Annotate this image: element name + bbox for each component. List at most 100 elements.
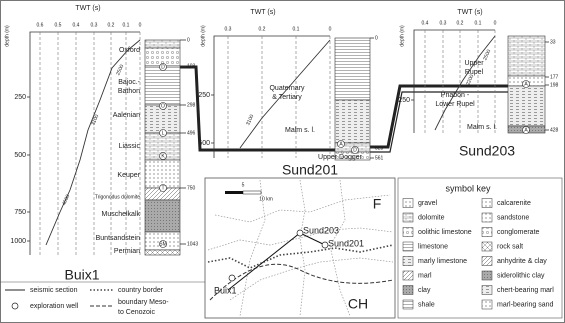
- marker-label: A: [524, 81, 528, 87]
- marker-label: SM: [159, 241, 167, 247]
- marker: [159, 63, 167, 71]
- twt-tick-label: 0: [139, 22, 142, 28]
- symbol-label: limestone: [418, 243, 448, 250]
- map-country: CH: [348, 296, 368, 312]
- formation-label: Oxford: [119, 47, 140, 54]
- formation-label: Keuper: [117, 172, 140, 179]
- formation-label: Upper Dogger: [318, 154, 363, 161]
- symbol-swatch: [402, 270, 414, 281]
- formation-label: Trigonodus dolomite: [95, 194, 140, 200]
- well-symbol: [228, 274, 236, 282]
- lithology-layer: [144, 199, 181, 233]
- formation-label: Muschelkalk: [101, 211, 140, 218]
- symbol-label: siderolithic clay: [497, 272, 545, 279]
- marker-label: A: [339, 141, 343, 147]
- well-name: Sund203: [459, 143, 515, 159]
- symbol-label: oolithic limestone: [418, 229, 472, 236]
- symbol-swatch: [402, 198, 414, 208]
- symbol-label: shale: [418, 301, 435, 308]
- formation-label: Malm s. l.: [467, 124, 497, 131]
- twt-label: TWT (s): [75, 5, 100, 12]
- well-symbol: [296, 229, 304, 237]
- formation-label: Malm s. l.: [285, 127, 315, 134]
- tie-line: [370, 91, 508, 153]
- symbol-label: gravel: [418, 200, 438, 207]
- formation-label: Bathon: [118, 88, 140, 95]
- layer-depth: 33: [550, 39, 556, 45]
- legend-swatch: [11, 302, 19, 310]
- formation-label: Rupel: [465, 69, 484, 76]
- formation-label: Priabon -: [441, 92, 470, 99]
- lithology-layer: [334, 99, 371, 144]
- formation-label: Permian: [114, 248, 140, 255]
- formation-label: & Tertiary: [272, 94, 302, 101]
- scale-label: 5: [242, 182, 245, 188]
- symbol-swatch: [402, 241, 414, 252]
- map-well-label: Buix1: [214, 285, 237, 295]
- symbol-key-title: symbol key: [445, 183, 491, 193]
- well-name: Sund201: [282, 162, 338, 178]
- symbol-label: marly limestone: [418, 258, 467, 265]
- marker-label: K: [161, 153, 165, 159]
- symbol-label: marl-bearing sand: [497, 301, 554, 308]
- map-well-label: Sund201: [328, 238, 364, 248]
- time-depth-curve: [45, 39, 141, 246]
- symbol-label: clay: [418, 287, 431, 294]
- twt-tick-label: 0.2: [259, 26, 266, 32]
- depth-label: depth (m): [399, 25, 405, 47]
- lithology-layer: [507, 85, 546, 127]
- symbol-label: chert-bearing marl: [497, 287, 554, 294]
- symbol-swatch: [481, 198, 493, 208]
- marker-label: O: [161, 103, 165, 109]
- marker: [159, 152, 167, 160]
- symbol-label: marl: [418, 272, 432, 279]
- lithology-layer: [507, 35, 546, 77]
- formation-label: Buntsandstein: [96, 235, 140, 242]
- depth-label: depth (m): [4, 25, 10, 47]
- symbol-swatch: [481, 256, 493, 266]
- depth-tick-label: 250: [198, 92, 210, 99]
- symbol-key-frame: [397, 177, 563, 319]
- twt-label: TWT (s): [457, 9, 482, 16]
- lithology-layer: [144, 249, 181, 256]
- layer-depth: 1043: [187, 241, 198, 247]
- symbol-swatch: [481, 270, 493, 281]
- well-name: Buix1: [64, 267, 99, 283]
- layer-depth: 0: [187, 37, 190, 43]
- lithology-layer: [144, 159, 181, 189]
- well-symbol: [321, 241, 329, 249]
- layer-depth: 750: [187, 185, 196, 191]
- time-depth-curve: [434, 35, 496, 131]
- legend-label: exploration well: [30, 303, 79, 310]
- lithology-layer: [144, 39, 181, 49]
- twt-label: TWT (s): [250, 9, 275, 16]
- symbol-swatch: [481, 227, 493, 237]
- lithology-layer: [144, 65, 181, 106]
- velocity-label: 4600: [61, 194, 71, 207]
- symbol-label: anhydrite & clay: [497, 258, 547, 265]
- symbol-swatch: [402, 256, 414, 266]
- marker-label: D: [161, 64, 165, 70]
- legend-label: boundary Meso-: [118, 299, 169, 306]
- twt-tick-label: 0.4: [422, 20, 429, 26]
- depth-tick-label: 250: [398, 97, 410, 104]
- symbol-swatch: [402, 285, 414, 295]
- velocity-label: 2200: [465, 74, 475, 87]
- formation-label: Liassic: [119, 143, 141, 150]
- layer-depth: 0: [375, 35, 378, 41]
- twt-tick-label: 0.3: [440, 20, 447, 26]
- legend-label: country border: [118, 287, 164, 294]
- formation-label: Upper: [464, 60, 484, 67]
- time-depth-curve: [239, 39, 331, 149]
- layer-depth: 103: [187, 63, 196, 69]
- twt-tick-label: 0.1: [475, 20, 482, 26]
- layer-depth: 198: [550, 82, 559, 88]
- symbol-swatch: [402, 212, 414, 223]
- formation-label: Bajoc.-: [118, 79, 140, 86]
- marker-label: T: [161, 185, 164, 191]
- marker: [337, 140, 345, 148]
- depth-tick-label: 1000: [10, 238, 26, 245]
- symbol-swatch: [402, 299, 414, 310]
- scale-label: 10 km: [259, 196, 273, 202]
- marker-label: L: [162, 130, 165, 136]
